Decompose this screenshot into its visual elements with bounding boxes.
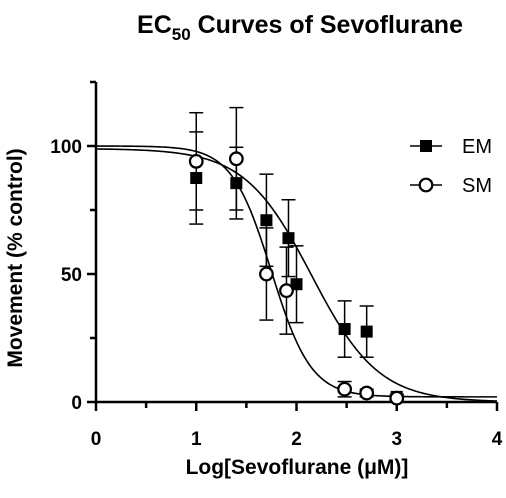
marker-sm xyxy=(359,385,375,401)
marker-sm xyxy=(389,390,405,406)
legend-item-sm: SM xyxy=(410,175,492,197)
marker-em xyxy=(338,323,351,336)
x-tick-label-0: 0 xyxy=(91,429,102,450)
axes: 0 50 100 0 1 2 3 4 xyxy=(50,80,503,450)
data-point-sm-1 xyxy=(228,106,244,211)
data-point-sm-6 xyxy=(389,390,405,406)
data-point-em-5 xyxy=(337,300,352,358)
marker-em xyxy=(282,232,295,245)
x-tick-label-2: 2 xyxy=(291,429,302,450)
fit-curve-sm xyxy=(96,145,497,398)
data-points xyxy=(188,106,405,406)
chart-title-subscript: 50 xyxy=(172,25,191,44)
marker-sm xyxy=(228,151,244,167)
marker-em xyxy=(360,325,373,338)
marker-sm xyxy=(279,283,294,299)
x-axis-label: Log[Sevoflurane (μM)] xyxy=(186,456,409,479)
legend-marker-em xyxy=(420,140,432,152)
data-point-em-4 xyxy=(289,245,304,324)
y-tick-label-50: 50 xyxy=(61,265,82,286)
data-point-sm-4 xyxy=(337,380,353,398)
data-point-sm-5 xyxy=(359,385,375,401)
legend-marker-sm xyxy=(418,177,434,193)
y-axis-label: Movement (% control) xyxy=(4,148,27,367)
legend-label-sm: SM xyxy=(462,175,492,197)
x-tick-label-3: 3 xyxy=(391,429,402,450)
x-tick-label-1: 1 xyxy=(191,429,202,450)
marker-sm xyxy=(188,153,204,169)
data-point-sm-3 xyxy=(279,246,294,335)
legend: EM SM xyxy=(410,136,492,197)
data-point-em-6 xyxy=(359,305,374,358)
data-point-sm-2 xyxy=(259,227,274,321)
legend-label-em: EM xyxy=(462,136,492,158)
marker-em xyxy=(290,278,303,291)
x-tick-label-4: 4 xyxy=(492,429,503,450)
data-point-em-3 xyxy=(281,199,296,278)
marker-em xyxy=(260,214,273,227)
data-point-sm-0 xyxy=(188,111,204,211)
marker-sm xyxy=(337,381,353,397)
y-tick-label-100: 100 xyxy=(50,137,82,158)
chart-title: EC50 Curves of Sevoflurane xyxy=(137,11,463,44)
y-tick-label-0: 0 xyxy=(71,393,82,414)
marker-sm xyxy=(259,266,274,282)
legend-item-em: EM xyxy=(410,136,492,158)
